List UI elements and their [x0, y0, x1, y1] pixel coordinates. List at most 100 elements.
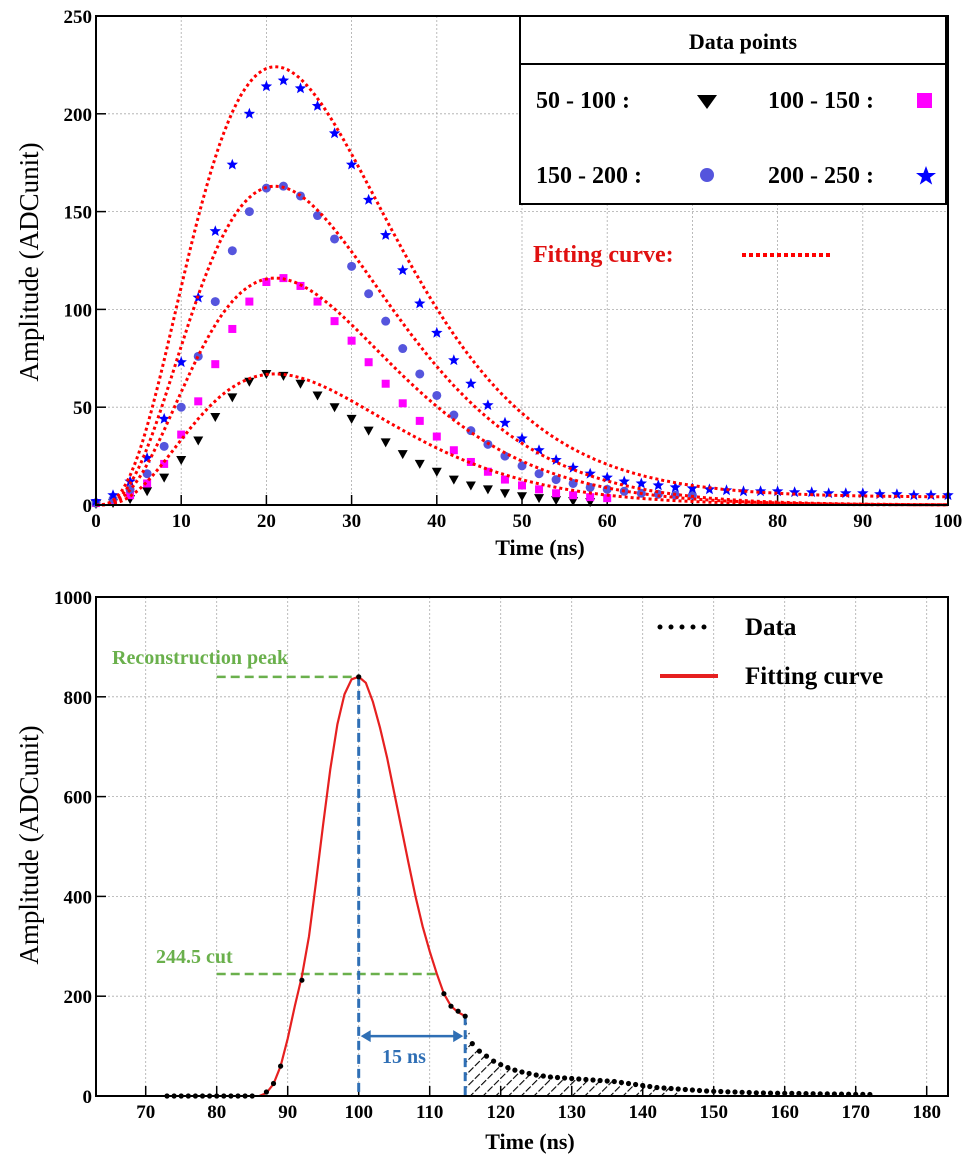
data-point [597, 1077, 603, 1084]
data-point [483, 467, 492, 476]
data-point [704, 1088, 710, 1094]
data-point [576, 1076, 582, 1082]
top-x-tick-label: 0 [91, 511, 101, 532]
data-point [806, 486, 818, 498]
data-point [177, 430, 186, 439]
data-point [380, 229, 392, 240]
data-point [718, 1088, 724, 1095]
bottom-x-tick-label: 150 [699, 1102, 728, 1123]
bottom-y-tick-label: 600 [64, 788, 93, 809]
data-point [586, 493, 595, 502]
fitting-curve-2 [96, 184, 948, 507]
top-y-tick-label: 0 [83, 496, 93, 517]
data-point [244, 207, 254, 217]
data-point [491, 1058, 497, 1064]
data-point [803, 1091, 809, 1097]
data-point [499, 416, 511, 428]
data-point [449, 446, 458, 455]
data-point [432, 390, 442, 400]
bottom-y-tick-label: 800 [64, 688, 93, 709]
legend-entry-label: 150 - 200 : [536, 163, 642, 189]
data-point [142, 487, 153, 497]
data-point [739, 1089, 745, 1095]
bottom-y-tick-labels: 0 200 400 600 800 1000 [54, 588, 92, 1108]
data-point [462, 1013, 468, 1019]
data-point [312, 391, 323, 401]
data-point [661, 1085, 667, 1091]
data-point [517, 492, 527, 502]
legend-entry-label: 200 - 250 : [768, 163, 874, 189]
data-point [669, 481, 682, 493]
square-icon [917, 93, 932, 108]
data-point [313, 211, 323, 221]
data-point [431, 326, 443, 338]
data-point [107, 489, 119, 501]
data-point [518, 481, 526, 490]
tail-hatch-area [465, 1016, 679, 1096]
data-point [668, 1085, 674, 1092]
bottom-x-tick-label: 180 [912, 1102, 941, 1123]
data-point [329, 403, 340, 413]
data-point [512, 1067, 518, 1073]
data-point [431, 467, 442, 477]
data-point [414, 297, 426, 309]
data-point [160, 459, 169, 468]
circle-icon [700, 168, 714, 182]
data-point [568, 497, 579, 507]
legend-entry-label: Data [745, 614, 797, 641]
data-point [295, 379, 306, 389]
data-point [775, 1090, 781, 1096]
data-point [347, 261, 357, 271]
data-point [611, 1078, 617, 1085]
data-point [414, 459, 425, 469]
data-point [244, 377, 255, 387]
top-x-tick-label: 20 [257, 511, 276, 532]
legend-entry-label: Fitting curve [745, 663, 883, 690]
data-point [625, 1080, 632, 1087]
data-point [686, 482, 699, 494]
data-point [313, 297, 322, 306]
data-point [175, 356, 187, 368]
data-point [533, 444, 545, 456]
data-point [397, 264, 409, 276]
top-chart: 0 10 20 30 40 50 60 70 80 90 100 0 50 100 150 200 250 T… [14, 7, 962, 560]
data-point [380, 438, 391, 448]
bottom-x-tick-label: 170 [841, 1102, 870, 1123]
bottom-data-points [164, 674, 873, 1099]
data-point [448, 354, 460, 366]
top-y-tick-label: 250 [64, 7, 93, 28]
bottom-y-tick-label: 0 [83, 1087, 93, 1108]
bottom-chart: 70 80 90 100 110 120 130 140 150 160 170 180 0 200 40… [14, 588, 949, 1154]
top-y-tick-label: 150 [64, 203, 93, 224]
data-point [732, 1089, 738, 1095]
data-point [526, 1070, 532, 1077]
legend-entry-label: 100 - 150 : [768, 88, 874, 114]
data-point [448, 1003, 454, 1009]
data-point [415, 369, 425, 379]
data-point [226, 158, 238, 170]
data-point [364, 289, 374, 299]
bottom-x-tick-label: 160 [770, 1102, 799, 1123]
bottom-legend: Data Fitting curve [657, 614, 883, 690]
data-point [569, 491, 578, 500]
data-point [891, 488, 903, 500]
data-point [345, 158, 358, 170]
top-x-tick-label: 90 [853, 511, 872, 532]
data-point [159, 473, 170, 483]
data-point [381, 379, 390, 388]
data-point [725, 1089, 731, 1095]
data-point [398, 344, 408, 354]
data-point [534, 494, 545, 504]
bottom-x-axis-label: Time (ns) [485, 1129, 574, 1154]
data-point [505, 1065, 511, 1071]
data-point [519, 1069, 525, 1075]
data-point [356, 674, 362, 680]
data-point [604, 1078, 610, 1084]
data-point [633, 1081, 639, 1088]
data-point [618, 1079, 625, 1086]
data-point [363, 426, 374, 436]
data-point [227, 246, 237, 256]
data-point [782, 1090, 788, 1096]
bottom-x-tick-label: 110 [416, 1102, 443, 1123]
